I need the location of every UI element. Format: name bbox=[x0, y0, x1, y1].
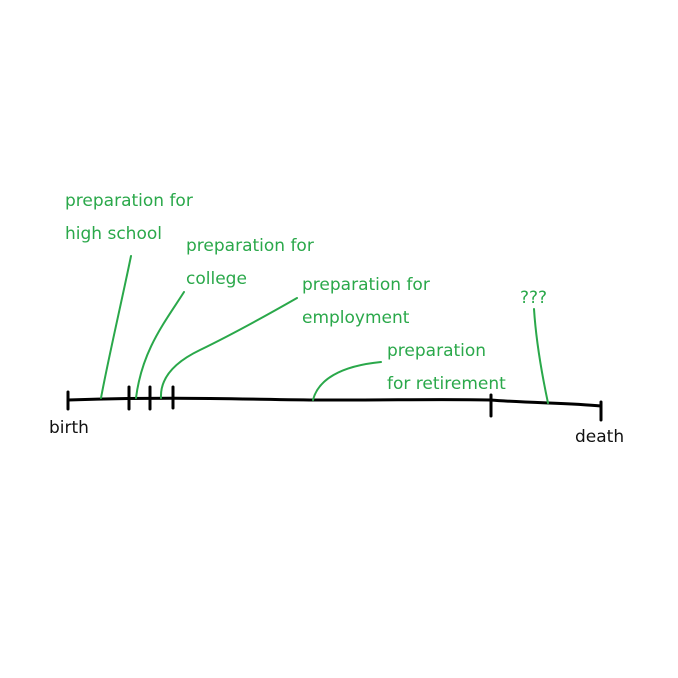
label-college-line1: preparation for bbox=[186, 236, 314, 256]
label-college-line2: college bbox=[186, 269, 247, 289]
leader-retirement bbox=[312, 361, 382, 401]
label-high-school-line1: preparation for bbox=[65, 191, 193, 211]
label-retirement-line1: preparation bbox=[387, 341, 486, 361]
leader-high-school bbox=[100, 255, 132, 399]
label-employment-line1: preparation for bbox=[302, 275, 430, 295]
timeline-axis bbox=[66, 396, 603, 408]
label-employment-line2: employment bbox=[302, 308, 410, 328]
label-retirement-line2: for retirement bbox=[387, 374, 506, 394]
leader-college bbox=[135, 291, 185, 399]
label-high-school-line2: high school bbox=[65, 224, 162, 244]
label-birth: birth bbox=[49, 418, 89, 438]
label-death: death bbox=[575, 427, 624, 447]
leader-employment bbox=[159, 297, 298, 399]
label-unknown: ??? bbox=[520, 288, 547, 308]
leader-unknown bbox=[533, 308, 549, 404]
